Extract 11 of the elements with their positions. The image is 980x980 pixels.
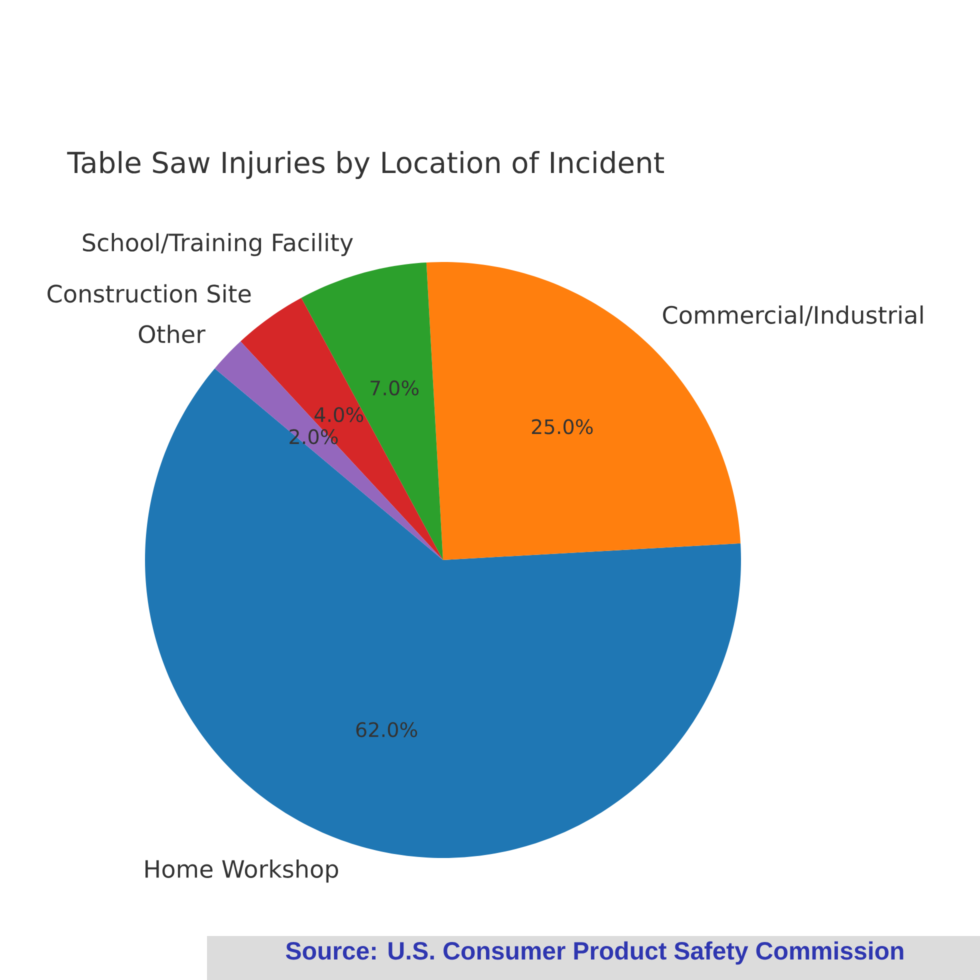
slice-label: School/Training Facility (82, 233, 353, 256)
slice-label: Other (138, 324, 206, 344)
chart-title: Table Saw Injuries by Location of Incident (67, 151, 664, 180)
source-note: Source: U.S. Consumer Product Safety Commission (286, 941, 904, 965)
data-label: 4.0% (314, 407, 364, 422)
data-label: 25.0% (532, 419, 593, 434)
data-label: 7.0% (370, 380, 419, 396)
slice-label: Home Workshop (146, 859, 338, 883)
slice-label: Construction Site (48, 284, 251, 303)
slice-label: Commercial/Industrial (663, 305, 923, 326)
data-label: 62.0% (356, 722, 418, 738)
